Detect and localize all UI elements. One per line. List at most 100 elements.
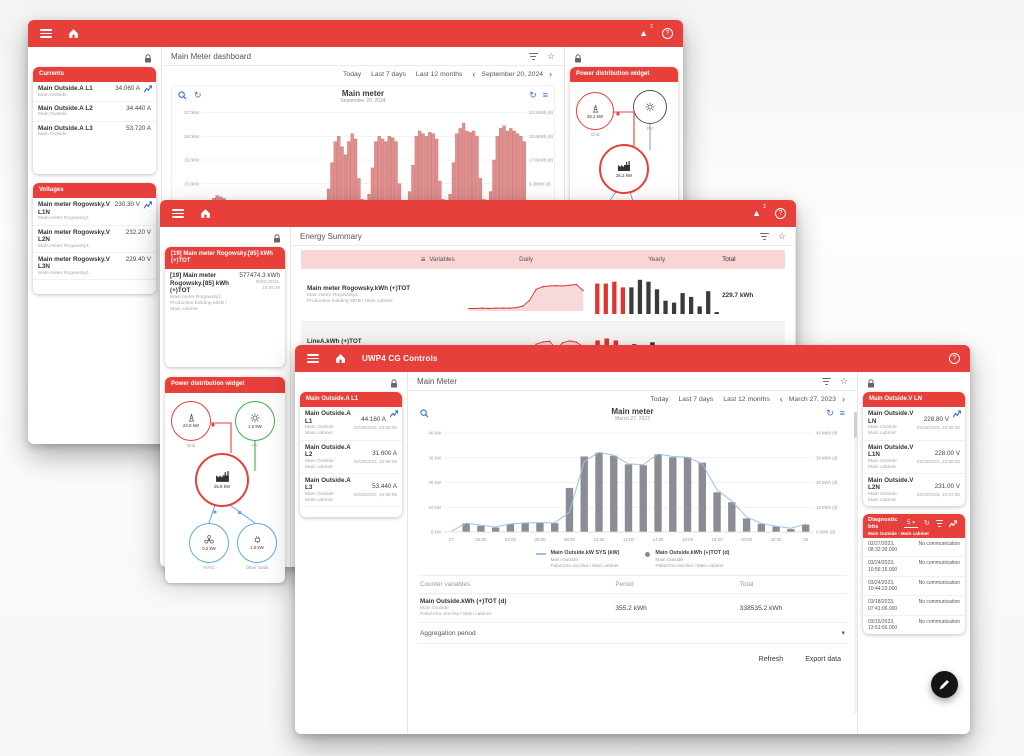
svg-text:14:00: 14:00: [653, 537, 665, 542]
row-count-select[interactable]: 5 ▾: [904, 520, 918, 528]
date-next-icon[interactable]: ›: [549, 69, 552, 79]
refresh-icon[interactable]: ↻: [194, 90, 202, 100]
chart-menu-icon[interactable]: ≡: [542, 90, 548, 100]
date-prev-icon[interactable]: ‹: [472, 69, 476, 79]
chart-line-icon[interactable]: [144, 85, 152, 93]
legend-item[interactable]: Main Outside.kWh (+)TOT (d) Main Outside…: [645, 550, 729, 569]
meter-card-row: [19] Main meter Rogowsky.[85] kWh (+)TOT…: [165, 269, 285, 315]
star-icon[interactable]: ☆: [546, 51, 555, 61]
event-timestamp: 03/24/2023, 10:56:16.000: [868, 560, 898, 573]
building-power-value: 25.8 kW: [213, 483, 231, 489]
voltage-row: Main meter Rogowsky.V L2N 232.20 V Main m…: [33, 226, 156, 253]
export-data-button[interactable]: Export data: [805, 656, 841, 664]
event-status: No communication: [918, 599, 960, 606]
grid-icon: [592, 104, 598, 113]
variable-sub: Main Outside: [38, 112, 67, 118]
range-last12-button[interactable]: Last 12 months: [415, 71, 463, 78]
filter-icon[interactable]: [935, 520, 943, 528]
date-label[interactable]: September 20, 2024: [481, 71, 543, 78]
menu-icon[interactable]: [40, 29, 52, 38]
grid-node[interactable]: 24.8 kW: [171, 400, 211, 441]
pv-node[interactable]: [633, 90, 667, 125]
alerts-icon[interactable]: ▲ 2: [639, 24, 653, 38]
filter-icon[interactable]: [759, 232, 769, 241]
lock-icon: [868, 379, 874, 388]
building-node[interactable]: 26.2 kW: [599, 144, 649, 195]
alerts-icon[interactable]: ▲ 2: [752, 204, 766, 218]
menu-icon[interactable]: [307, 354, 319, 363]
svg-text:25.9kWh (d): 25.9kWh (d): [529, 134, 553, 139]
range-last7-button[interactable]: Last 7 days: [371, 71, 406, 78]
diagnostic-row: 03/18/2023, 07:41:06.000 No communication: [863, 596, 965, 616]
home-icon[interactable]: [335, 353, 346, 364]
variable-name: L2: [305, 451, 313, 459]
chart-line-icon[interactable]: [948, 519, 957, 528]
aggregation-period-select[interactable]: Aggregation period ▾: [418, 623, 847, 645]
range-today-button[interactable]: Today: [343, 71, 362, 78]
chart-line-icon[interactable]: [390, 410, 398, 418]
scrollbar[interactable]: [854, 412, 857, 714]
grid-node[interactable]: 26.2 kW: [576, 92, 614, 131]
col-total: Total: [722, 256, 736, 263]
help-icon[interactable]: ?: [949, 353, 960, 364]
chart-line-icon[interactable]: [953, 410, 961, 418]
star-icon[interactable]: ☆: [839, 376, 848, 386]
variable-sub: Main meter Rogowsky1: [38, 270, 90, 276]
help-icon[interactable]: ?: [662, 28, 673, 39]
hvac-icon: [204, 534, 214, 543]
refresh-icon[interactable]: ↻: [826, 408, 834, 418]
range-last12-button[interactable]: Last 12 months: [723, 396, 770, 403]
hvac-node[interactable]: 0.2 kW: [189, 522, 229, 563]
date-label[interactable]: March 27, 2023: [788, 396, 836, 403]
svg-text:0 kWh (d): 0 kWh (d): [816, 530, 836, 535]
edit-fab[interactable]: [931, 671, 958, 698]
legend-sub: Palazzina vecchia / Main cabinet: [655, 563, 724, 569]
variable-name: Main Outside.A L3: [38, 124, 93, 132]
hvac-label: HVAC: [203, 564, 215, 570]
refresh-button[interactable]: Refresh: [758, 656, 784, 664]
svg-text:28: 28: [803, 537, 808, 542]
variable-sub: Main meter Rogowsky1: [170, 295, 222, 301]
pv-node[interactable]: 1.0 kW: [235, 400, 275, 441]
zoom-icon[interactable]: [178, 91, 187, 100]
variable-value: 231.00 V: [934, 482, 960, 490]
currents-card: Currents Main Outside.A L1 34.060 A Main …: [33, 67, 156, 175]
home-icon[interactable]: [68, 28, 79, 39]
grid-label: Grid: [590, 132, 600, 138]
refresh-icon[interactable]: ↻: [923, 520, 930, 528]
refresh-icon[interactable]: ↻: [529, 90, 537, 100]
variable-value: 34.440 A: [126, 104, 151, 112]
svg-text:30 kW: 30 kW: [429, 455, 442, 460]
date-next-icon[interactable]: ›: [842, 394, 845, 404]
range-last7-button[interactable]: Last 7 days: [678, 396, 714, 403]
current-row: Main Outside.A L1 44.160 A Main Outside Ma…: [300, 407, 402, 441]
zoom-icon[interactable]: [420, 409, 429, 418]
menu-icon[interactable]: [172, 209, 184, 218]
date-prev-icon[interactable]: ‹: [779, 394, 783, 404]
current-row: Main Outside.A L3 53.440 A Main Outside Ma…: [300, 474, 402, 508]
svg-text:10 kW: 10 kW: [429, 505, 442, 510]
building-icon: [618, 160, 630, 171]
chart-line-icon[interactable]: [144, 201, 152, 209]
building-node[interactable]: 25.8 kW: [195, 452, 249, 507]
filter-icon[interactable]: [821, 377, 831, 386]
other-loads-node[interactable]: 1.0 kW: [237, 522, 277, 563]
alerts-badge: 2: [650, 24, 653, 30]
chart-menu-icon[interactable]: ≡: [839, 408, 845, 418]
scrollbar-thumb[interactable]: [854, 412, 857, 438]
help-icon[interactable]: ?: [775, 208, 786, 219]
voltage-row: Main Outside.V L2N 231.00 V Main Outside M…: [863, 474, 965, 506]
legend-item[interactable]: Main Outside.kW SYS (kW) Main Outside Pa…: [535, 550, 619, 569]
event-timestamp: 03/15/2023, 13:51:56.000: [868, 618, 898, 632]
widget-title: Power distribution widget: [165, 377, 285, 393]
filter-icon[interactable]: [528, 52, 538, 61]
range-today-button[interactable]: Today: [650, 396, 669, 403]
diagnostic-row: 03/27/2023, 08:32:39.000 No communication: [863, 538, 965, 558]
diagnostic-title: Diagnostic bits: [868, 517, 898, 530]
home-icon[interactable]: [200, 208, 211, 219]
star-icon[interactable]: ☆: [777, 231, 786, 241]
event-status: No communication: [918, 618, 960, 625]
variable-sub: Main Outside: [305, 491, 334, 497]
variable-value: 228.80 V: [923, 416, 949, 424]
other-loads-icon: [254, 536, 260, 544]
